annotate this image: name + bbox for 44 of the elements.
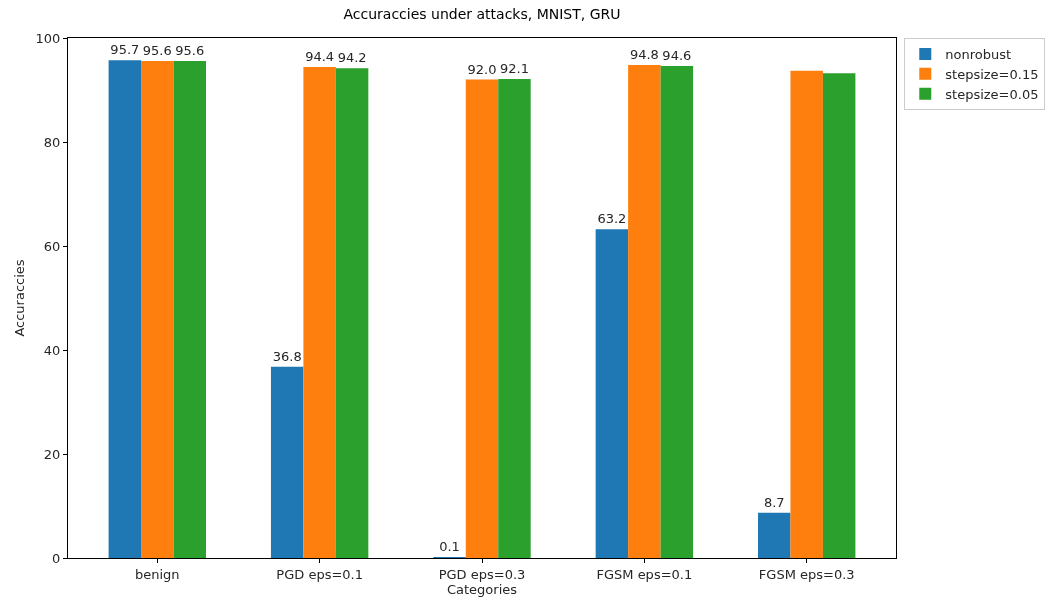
data-label: 36.8 — [272, 348, 302, 364]
data-label: 94.6 — [662, 48, 692, 64]
x-tick-label: FGSM eps=0.3 — [758, 566, 855, 582]
data-label: 92.1 — [500, 61, 529, 77]
y-tick-label: 60 — [43, 238, 61, 254]
y-axis-title: Accuraccies — [11, 259, 27, 337]
x-tick-label: FGSM eps=0.1 — [596, 566, 693, 582]
data-label: 95.6 — [142, 42, 172, 58]
bar — [335, 68, 369, 558]
data-label: 8.7 — [763, 494, 785, 510]
y-tick-label: 80 — [43, 134, 61, 150]
data-label: 94.8 — [629, 47, 659, 63]
bar — [270, 366, 304, 558]
y-tick-label: 40 — [43, 342, 61, 358]
bar — [303, 67, 336, 558]
legend-label: stepsize=0.15 — [945, 66, 1039, 82]
bar — [758, 512, 791, 558]
data-label: 0.1 — [439, 539, 460, 554]
x-tick-label: PGD eps=0.1 — [276, 566, 363, 582]
bar — [465, 79, 499, 558]
y-tick-label: 100 — [35, 30, 61, 46]
bar — [790, 70, 823, 558]
bar — [660, 66, 694, 558]
chart-title: Accuraccies under attacks, MNIST, GRU — [343, 5, 621, 22]
x-tick-label: PGD eps=0.3 — [438, 566, 526, 582]
y-tick-label: 0 — [52, 550, 61, 566]
data-label: 94.2 — [337, 50, 367, 66]
bar — [108, 60, 142, 558]
data-label: 63.2 — [597, 211, 627, 227]
data-label: 95.7 — [110, 42, 140, 58]
x-axis-title: Categories — [446, 581, 518, 597]
bar — [173, 60, 206, 558]
bar — [595, 229, 629, 558]
data-label: 94.4 — [305, 49, 335, 65]
bar — [141, 60, 174, 558]
bar — [498, 79, 531, 558]
legend-label: stepsize=0.05 — [945, 86, 1039, 102]
data-label: 92.0 — [467, 61, 497, 77]
bar — [822, 73, 856, 558]
legend-label: nonrobust — [945, 47, 1012, 63]
bar — [628, 65, 661, 558]
data-label: 95.6 — [175, 42, 205, 58]
y-tick-label: 20 — [43, 446, 61, 462]
x-tick-label: benign — [134, 566, 180, 582]
